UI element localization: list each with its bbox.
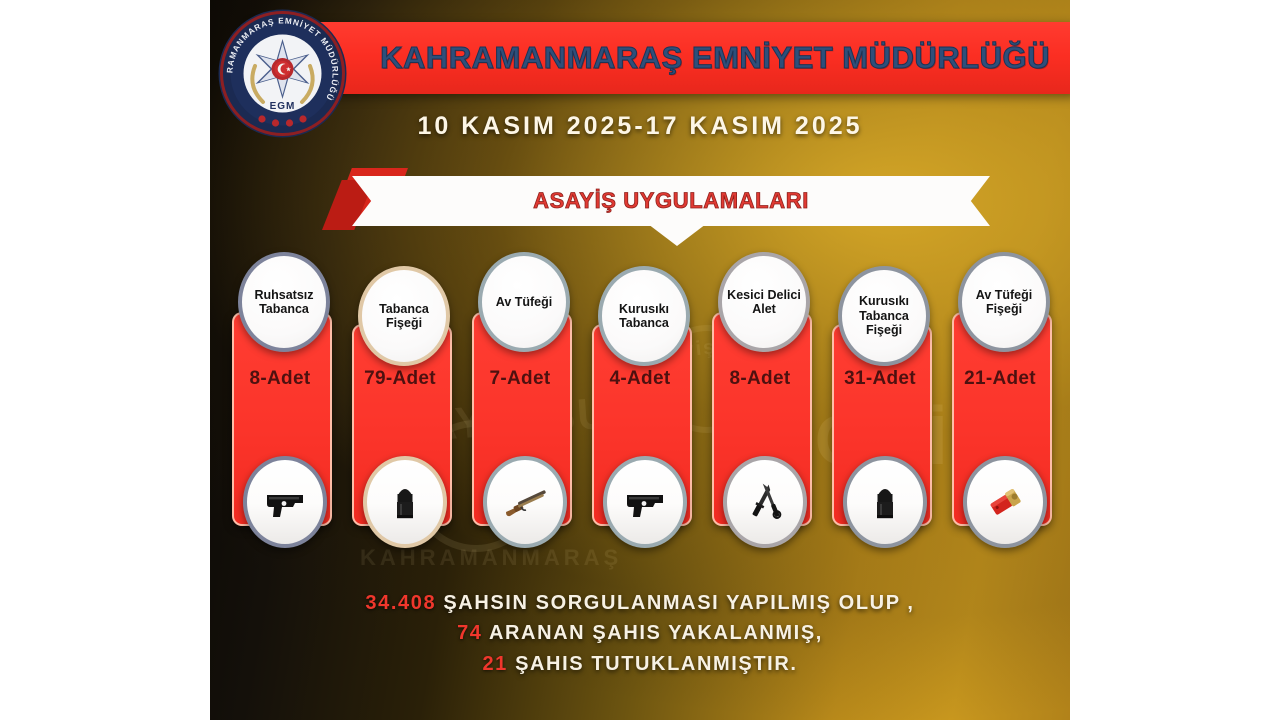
stat-card: Kurusıkı Tabanca 4-Adet — [584, 250, 696, 550]
summary-text: 34.408 ŞAHSIN SORGULANMASI YAPILMIŞ OLUP… — [210, 588, 1070, 679]
stat-card-label: Tabanca Fişeği — [379, 301, 429, 331]
summary-line-1: 34.408 ŞAHSIN SORGULANMASI YAPILMIŞ OLUP… — [210, 588, 1070, 618]
stat-card: Kurusıkı Tabanca Fişeği 31-Adet — [824, 250, 936, 550]
summary-count-questioned: 34.408 — [365, 592, 437, 614]
stat-card-label: Kurusıkı Tabanca — [618, 301, 669, 331]
stat-card-count: 7-Adet — [489, 368, 551, 389]
stat-card-label-bubble: Kurusıkı Tabanca Fişeği — [838, 266, 930, 366]
summary-label-wanted-caught: ARANAN ŞAHIS YAKALANMIŞ, — [488, 622, 823, 645]
stat-card-count: 79-Adet — [364, 368, 436, 389]
shotgun-icon — [483, 456, 567, 548]
stat-card-count: 31-Adet — [844, 368, 916, 389]
infographic-canvas: ASAYİŞ ŞUBE KAHRAMANMARAŞ POLİS Asayiş K… — [210, 0, 1070, 720]
pistol-icon — [603, 456, 687, 548]
ribbon-notch-icon — [648, 224, 706, 246]
stat-card-label: Ruhsatsız Tabanca — [254, 287, 314, 317]
summary-label-questioned: ŞAHSIN SORGULANMASI YAPILMIŞ OLUP , — [443, 592, 915, 614]
stat-card-label: Kurusıkı Tabanca Fişeği — [858, 294, 909, 338]
summary-count-arrested: 21 — [482, 652, 508, 675]
stat-card-label: Kesici Delici Alet — [727, 287, 801, 317]
stat-card: Ruhsatsız Tabanca 8-Adet — [224, 250, 336, 550]
stat-card-label-bubble: Tabanca Fişeği — [358, 266, 450, 366]
stat-card-label: Av Tüfeği Fişeği — [975, 287, 1033, 317]
section-ribbon: ASAYİŞ UYGULAMALARI — [322, 168, 990, 252]
section-title: ASAYİŞ UYGULAMALARI — [533, 188, 809, 214]
date-range: 10 KASIM 2025-17 KASIM 2025 — [417, 112, 863, 140]
stat-card-label-bubble: Ruhsatsız Tabanca — [238, 252, 330, 352]
ribbon-body: ASAYİŞ UYGULAMALARI — [352, 176, 990, 226]
stat-card: Av Tüfeği 7-Adet — [464, 250, 576, 550]
bullet-icon — [363, 456, 447, 548]
police-crest-logo: KAHRAMANMARAŞ EMNİYET MÜDÜRLÜĞÜ EGM — [212, 0, 350, 141]
bullet-icon — [843, 456, 927, 548]
stat-card-count: 4-Adet — [609, 368, 671, 389]
summary-line-2: 74 ARANAN ŞAHIS YAKALANMIŞ, — [210, 618, 1070, 648]
knives-icon — [723, 456, 807, 548]
stat-card-label: Av Tüfeği — [495, 294, 553, 309]
stat-card: Av Tüfeği Fişeği 21-Adet — [944, 250, 1056, 550]
stat-card: Kesici Delici Alet 8-Adet — [704, 250, 816, 550]
stat-card-label-bubble: Av Tüfeği Fişeği — [958, 252, 1050, 352]
summary-count-wanted-caught: 74 — [457, 622, 483, 645]
shotgun-shell-icon — [963, 456, 1047, 548]
stat-card-label-bubble: Kesici Delici Alet — [718, 252, 810, 352]
stat-card-label-bubble: Kurusıkı Tabanca — [598, 266, 690, 366]
stat-card-count: 8-Adet — [249, 368, 311, 389]
title-banner: KAHRAMANMARAŞ EMNİYET MÜDÜRLÜĞÜ — [250, 22, 1070, 94]
stats-card-row: Ruhsatsız Tabanca 8-Adet Tabanca Fişeği 79-… — [224, 250, 1056, 550]
pistol-icon — [243, 456, 327, 548]
stat-card-count: 21-Adet — [964, 368, 1036, 389]
stat-card-count: 8-Adet — [729, 368, 791, 389]
summary-line-3: 21 ŞAHIS TUTUKLANMIŞTIR. — [210, 649, 1070, 679]
page-title: KAHRAMANMARAŞ EMNİYET MÜDÜRLÜĞÜ — [380, 40, 1050, 76]
svg-text:EGM: EGM — [270, 101, 296, 112]
stat-card-label-bubble: Av Tüfeği — [478, 252, 570, 352]
summary-label-arrested: ŞAHIS TUTUKLANMIŞTIR. — [515, 652, 798, 675]
stat-card: Tabanca Fişeği 79-Adet — [344, 250, 456, 550]
